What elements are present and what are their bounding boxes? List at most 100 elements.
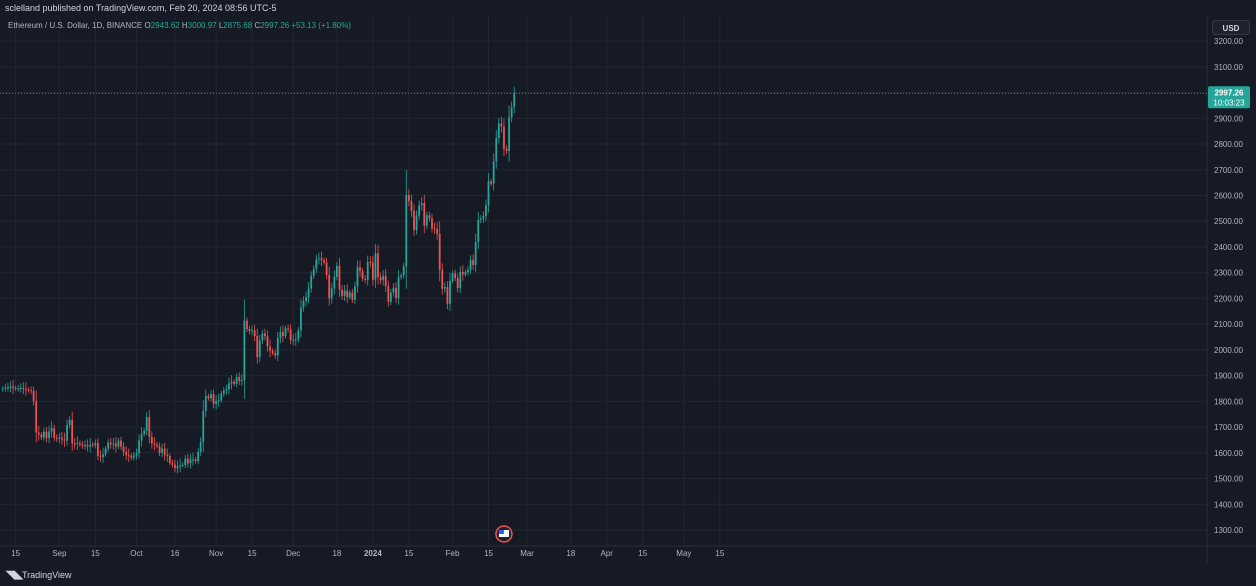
candle-body xyxy=(371,262,374,280)
candle-body xyxy=(104,448,107,455)
candle-body xyxy=(199,442,202,452)
candle-body xyxy=(472,259,475,265)
low-label: L xyxy=(218,21,224,30)
candle-body xyxy=(55,437,58,439)
candle-body xyxy=(431,218,433,229)
candle-body xyxy=(135,453,138,456)
x-tick-label: 2024 xyxy=(364,549,382,558)
candle-body xyxy=(71,419,74,444)
candle-body xyxy=(387,286,390,302)
candle-body xyxy=(400,275,403,278)
candle-body xyxy=(359,267,361,271)
candle-body xyxy=(212,394,215,404)
time-axis[interactable]: 15 Sep 15 Oct 16 Nov 15 Dec 18 2024 15 Feb 15 Mar 18 Ap… xyxy=(0,545,1256,558)
candle-body xyxy=(130,455,133,458)
candle-body xyxy=(84,445,86,447)
candle-body xyxy=(320,258,323,261)
symbol-legend: Ethereum / U.S. Dollar, 1D, BINANCE O294… xyxy=(8,21,351,30)
y-tick-label: 1400.00 xyxy=(1214,500,1243,509)
y-tick-label: 2700.00 xyxy=(1214,166,1243,175)
candle-body xyxy=(377,253,379,278)
candle-body xyxy=(148,417,151,437)
candle-body xyxy=(353,286,356,300)
x-tick-label: 16 xyxy=(171,549,180,558)
tradingview-logo-icon[interactable]: ◥◣ xyxy=(6,569,23,581)
x-tick-label: Dec xyxy=(286,549,300,558)
bar-countdown: 10:03:23 xyxy=(1213,98,1245,107)
price-axis[interactable]: 1300.00 1400.00 1500.00 1600.00 1700.00 1800.… xyxy=(1206,16,1243,564)
candle-body xyxy=(91,444,94,446)
y-tick-label: 1300.00 xyxy=(1214,526,1243,535)
x-tick-label: Mar xyxy=(520,549,534,558)
candle-body xyxy=(12,386,14,388)
candle-body xyxy=(248,329,251,332)
candle-body xyxy=(150,436,153,444)
candle-body xyxy=(68,419,71,426)
candle-body xyxy=(392,287,395,293)
close-label: C xyxy=(254,21,261,30)
y-tick-label: 3200.00 xyxy=(1214,37,1243,46)
candle-body xyxy=(76,443,79,445)
candle-body xyxy=(364,278,367,280)
candle-body xyxy=(168,455,171,464)
y-tick-label: 2600.00 xyxy=(1214,192,1243,201)
candle-body xyxy=(271,350,274,353)
candle-body xyxy=(343,290,346,296)
candle-body xyxy=(145,417,148,431)
candle-body xyxy=(94,443,97,446)
candle-body xyxy=(197,451,200,462)
symbol-name: Ethereum / U.S. Dollar, 1D, BINANCE xyxy=(8,21,143,30)
x-tick-label: Nov xyxy=(209,549,223,558)
candle-body xyxy=(89,444,92,447)
candle-body xyxy=(202,411,205,443)
x-tick-label: Sep xyxy=(52,549,67,558)
candle-body xyxy=(222,390,225,394)
candle-body xyxy=(407,194,410,202)
candle-body xyxy=(420,202,423,206)
candle-body xyxy=(189,459,192,464)
candle-body xyxy=(459,271,462,289)
candle-body xyxy=(456,278,459,289)
candle-body xyxy=(253,330,256,336)
candle-body xyxy=(186,458,189,464)
candle-body xyxy=(508,117,510,151)
high-label: H xyxy=(181,21,188,30)
candle-body xyxy=(351,292,354,300)
candle-body xyxy=(179,465,182,467)
brand-label[interactable]: TradingView xyxy=(22,570,72,580)
candle-body xyxy=(225,389,228,391)
candle-body xyxy=(114,443,117,447)
candle-body xyxy=(22,387,25,389)
candle-body xyxy=(443,287,446,289)
candle-body xyxy=(32,391,35,402)
candle-body xyxy=(73,443,76,445)
candle-body xyxy=(61,437,63,440)
x-tick-label: Feb xyxy=(446,549,460,558)
candle-body xyxy=(17,388,20,390)
candlestick-chart[interactable]: 1300.00 1400.00 1500.00 1600.00 1700.00 1800.… xyxy=(0,16,1256,564)
candle-body xyxy=(302,301,305,308)
candle-body xyxy=(276,338,279,356)
candle-body xyxy=(310,275,313,289)
currency-button[interactable]: USD xyxy=(1212,20,1250,35)
candle-body xyxy=(48,431,50,439)
y-tick-label: 1900.00 xyxy=(1214,372,1243,381)
candle-body xyxy=(336,266,338,277)
candle-body xyxy=(217,400,220,402)
candle-body xyxy=(510,107,513,118)
candle-body xyxy=(153,443,156,445)
candle-body xyxy=(79,443,81,445)
candle-body xyxy=(181,464,184,466)
candle-body xyxy=(220,393,223,401)
candle-body xyxy=(207,396,210,399)
candle-body xyxy=(479,218,482,220)
candle-body xyxy=(264,333,266,337)
candle-body xyxy=(294,339,297,341)
candle-body xyxy=(9,386,12,388)
y-tick-label: 1700.00 xyxy=(1214,423,1243,432)
candle-body xyxy=(102,454,104,457)
candle-body xyxy=(492,161,495,184)
candle-body xyxy=(487,181,490,206)
chart-area[interactable]: 1300.00 1400.00 1500.00 1600.00 1700.00 1800.… xyxy=(0,16,1256,564)
candle-body xyxy=(438,233,441,270)
